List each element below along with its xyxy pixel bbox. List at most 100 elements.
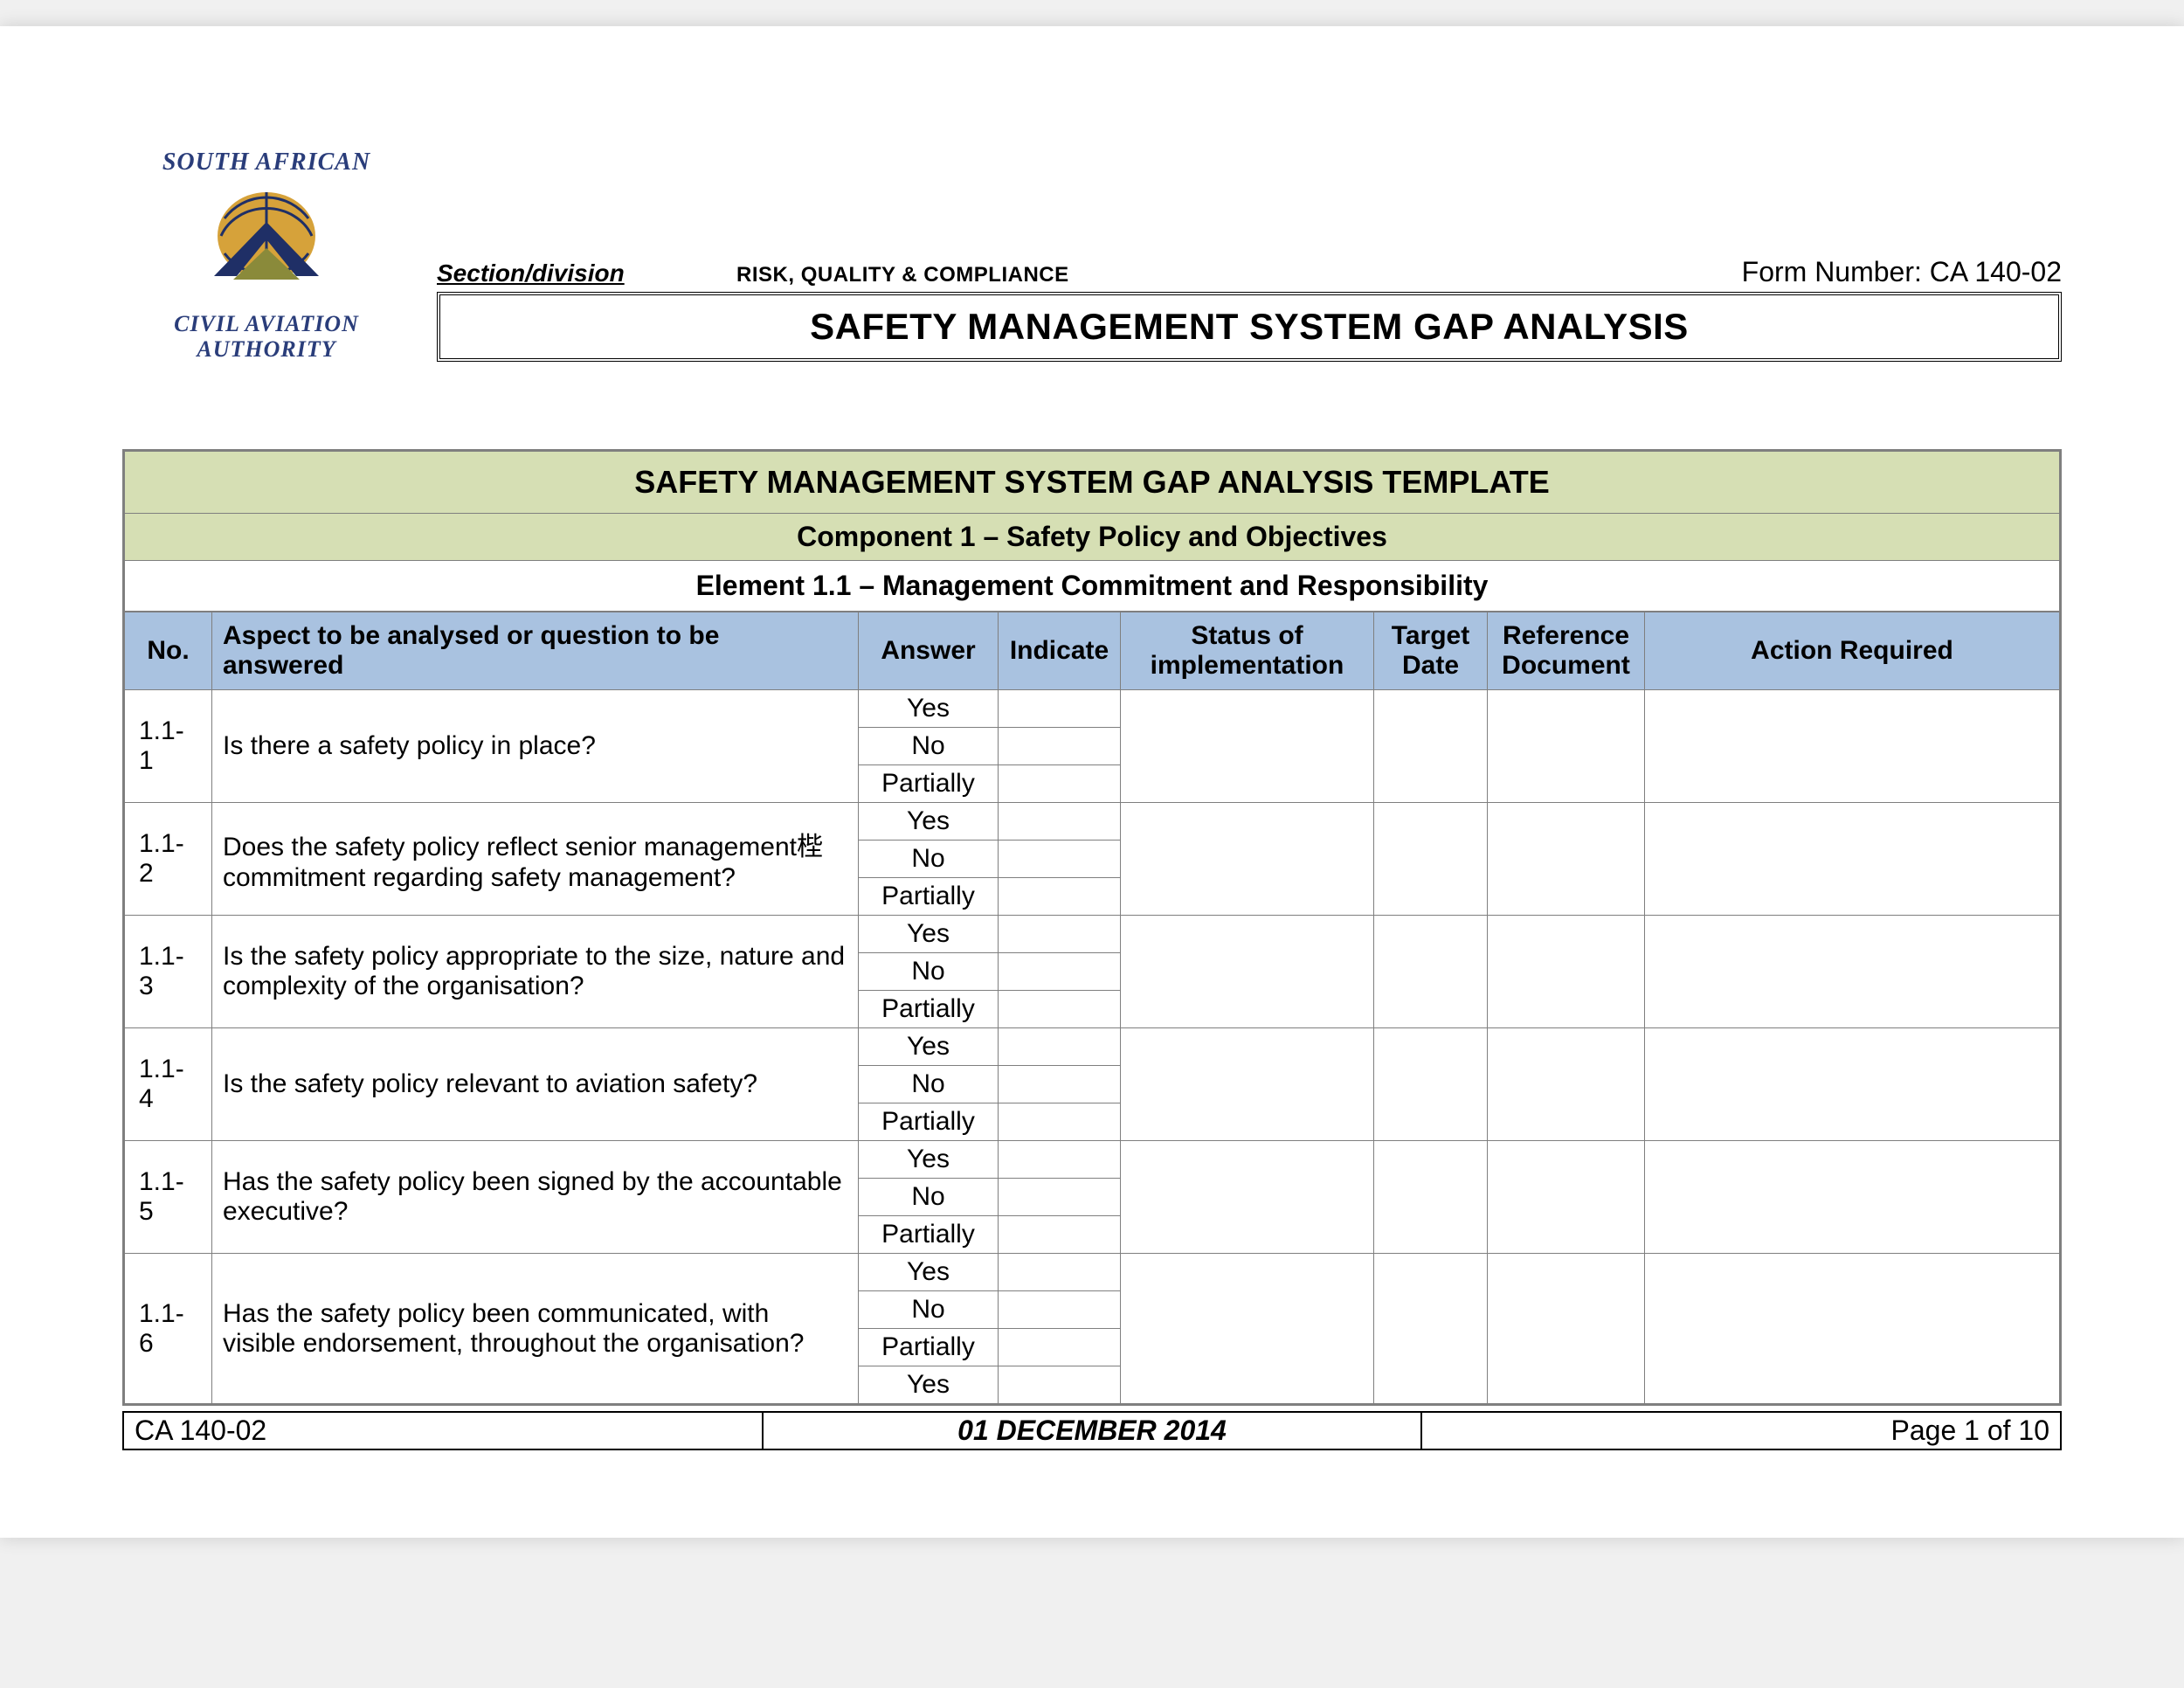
footer-right: Page 1 of 10 [1421, 1412, 2061, 1449]
cell-indicate[interactable] [999, 991, 1121, 1028]
globe-wings-icon [188, 185, 345, 299]
table-row: 1.1-2Does the safety policy reflect seni… [125, 803, 2060, 841]
cell-indicate[interactable] [999, 803, 1121, 841]
cell-action[interactable] [1645, 690, 2060, 803]
cell-question: Is the safety policy appropriate to the … [212, 916, 859, 1028]
cell-indicate[interactable] [999, 1103, 1121, 1141]
logo-text-top: SOUTH AFRICAN [122, 149, 411, 176]
cell-action[interactable] [1645, 1028, 2060, 1141]
cell-status[interactable] [1121, 1028, 1374, 1141]
cell-answer-option[interactable]: Partially [859, 765, 999, 803]
cell-answer-option[interactable]: No [859, 1179, 999, 1216]
cell-answer-option[interactable]: Yes [859, 1366, 999, 1404]
cell-question: Is there a safety policy in place? [212, 690, 859, 803]
cell-reference[interactable] [1488, 690, 1645, 803]
cell-reference[interactable] [1488, 803, 1645, 916]
cell-target[interactable] [1374, 1254, 1488, 1404]
cell-answer-option[interactable]: Yes [859, 803, 999, 841]
cell-no: 1.1-5 [125, 1141, 212, 1254]
table-row: 1.1-4Is the safety policy relevant to av… [125, 1028, 2060, 1066]
header-right: Section/division RISK, QUALITY & COMPLIA… [411, 256, 2062, 362]
cell-answer-option[interactable]: Partially [859, 1216, 999, 1254]
col-no: No. [125, 612, 212, 690]
table-row: 1.1-5Has the safety policy been signed b… [125, 1141, 2060, 1179]
cell-answer-option[interactable]: Yes [859, 1141, 999, 1179]
cell-answer-option[interactable]: Partially [859, 1103, 999, 1141]
table-row: 1.1-1Is there a safety policy in place?Y… [125, 690, 2060, 728]
cell-answer-option[interactable]: No [859, 953, 999, 991]
table-row: 1.1-6Has the safety policy been communic… [125, 1254, 2060, 1291]
cell-action[interactable] [1645, 916, 2060, 1028]
cell-indicate[interactable] [999, 728, 1121, 765]
cell-answer-option[interactable]: Yes [859, 1254, 999, 1291]
table-header-row: No. Aspect to be analysed or question to… [125, 612, 2060, 690]
cell-indicate[interactable] [999, 1291, 1121, 1329]
cell-answer-option[interactable]: Yes [859, 690, 999, 728]
cell-status[interactable] [1121, 1254, 1374, 1404]
cell-indicate[interactable] [999, 765, 1121, 803]
table-row: 1.1-3Is the safety policy appropriate to… [125, 916, 2060, 953]
cell-answer-option[interactable]: Partially [859, 991, 999, 1028]
band-element: Element 1.1 – Management Commitment and … [124, 561, 2060, 612]
cell-status[interactable] [1121, 916, 1374, 1028]
logo-text-bottom: CIVIL AVIATION AUTHORITY [122, 312, 411, 362]
cell-answer-option[interactable]: Partially [859, 1329, 999, 1366]
footer-left: CA 140-02 [123, 1412, 763, 1449]
band-template: SAFETY MANAGEMENT SYSTEM GAP ANALYSIS TE… [124, 451, 2060, 514]
cell-indicate[interactable] [999, 1216, 1121, 1254]
cell-reference[interactable] [1488, 1028, 1645, 1141]
col-indicate: Indicate [999, 612, 1121, 690]
cell-indicate[interactable] [999, 1028, 1121, 1066]
cell-question: Has the safety policy been signed by the… [212, 1141, 859, 1254]
col-action: Action Required [1645, 612, 2060, 690]
cell-indicate[interactable] [999, 953, 1121, 991]
cell-target[interactable] [1374, 1028, 1488, 1141]
col-reference: Reference Document [1488, 612, 1645, 690]
cell-reference[interactable] [1488, 1254, 1645, 1404]
cell-reference[interactable] [1488, 1141, 1645, 1254]
cell-action[interactable] [1645, 803, 2060, 916]
page-footer: CA 140-02 01 DECEMBER 2014 Page 1 of 10 [122, 1411, 2062, 1450]
cell-indicate[interactable] [999, 690, 1121, 728]
cell-action[interactable] [1645, 1141, 2060, 1254]
cell-target[interactable] [1374, 803, 1488, 916]
cell-no: 1.1-4 [125, 1028, 212, 1141]
cell-answer-option[interactable]: Yes [859, 916, 999, 953]
footer-center: 01 DECEMBER 2014 [763, 1412, 1421, 1449]
cell-status[interactable] [1121, 803, 1374, 916]
cell-indicate[interactable] [999, 1366, 1121, 1404]
cell-indicate[interactable] [999, 1254, 1121, 1291]
form-number: Form Number: CA 140-02 [1742, 256, 2062, 288]
cell-answer-option[interactable]: No [859, 1066, 999, 1103]
cell-question: Is the safety policy relevant to aviatio… [212, 1028, 859, 1141]
page: SOUTH AFRICAN CIVIL AVIATION AUTHORITY S… [0, 26, 2184, 1538]
cell-action[interactable] [1645, 1254, 2060, 1404]
cell-target[interactable] [1374, 1141, 1488, 1254]
cell-indicate[interactable] [999, 841, 1121, 878]
cell-answer-option[interactable]: Partially [859, 878, 999, 916]
cell-indicate[interactable] [999, 878, 1121, 916]
cell-indicate[interactable] [999, 1179, 1121, 1216]
cell-indicate[interactable] [999, 1141, 1121, 1179]
cell-target[interactable] [1374, 690, 1488, 803]
cell-answer-option[interactable]: No [859, 841, 999, 878]
cell-no: 1.1-2 [125, 803, 212, 916]
band-component: Component 1 – Safety Policy and Objectiv… [124, 514, 2060, 561]
cell-status[interactable] [1121, 1141, 1374, 1254]
section-label: Section/division [437, 259, 625, 287]
cell-target[interactable] [1374, 916, 1488, 1028]
cell-indicate[interactable] [999, 916, 1121, 953]
cell-indicate[interactable] [999, 1066, 1121, 1103]
cell-indicate[interactable] [999, 1329, 1121, 1366]
cell-answer-option[interactable]: Yes [859, 1028, 999, 1066]
cell-no: 1.1-1 [125, 690, 212, 803]
col-question: Aspect to be analysed or question to be … [212, 612, 859, 690]
analysis-frame: SAFETY MANAGEMENT SYSTEM GAP ANALYSIS TE… [122, 449, 2062, 1406]
document-title: SAFETY MANAGEMENT SYSTEM GAP ANALYSIS [437, 292, 2062, 362]
cell-reference[interactable] [1488, 916, 1645, 1028]
header: SOUTH AFRICAN CIVIL AVIATION AUTHORITY S… [122, 149, 2062, 362]
cell-answer-option[interactable]: No [859, 728, 999, 765]
cell-no: 1.1-6 [125, 1254, 212, 1404]
cell-status[interactable] [1121, 690, 1374, 803]
cell-answer-option[interactable]: No [859, 1291, 999, 1329]
